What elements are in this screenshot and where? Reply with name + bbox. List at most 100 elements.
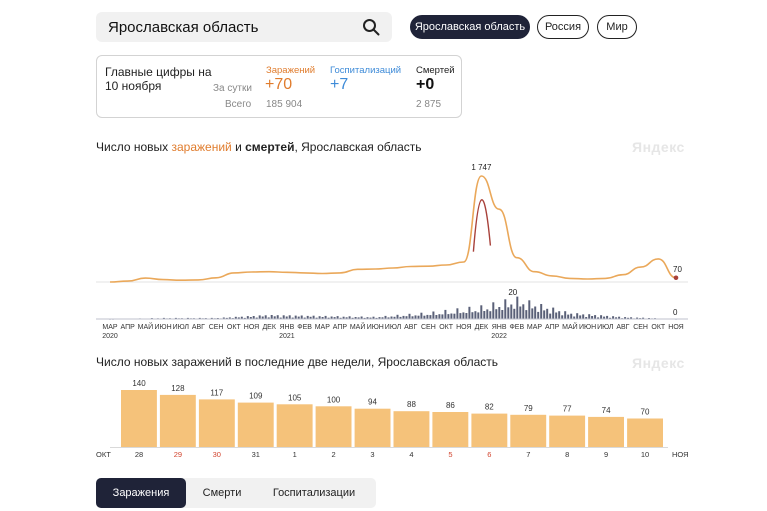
- day-bar: [159, 394, 196, 447]
- search-icon[interactable]: [362, 18, 380, 36]
- x-tick-label: НОЯ: [668, 324, 683, 331]
- deaths-bar: [261, 316, 264, 319]
- deaths-bar: [267, 317, 270, 319]
- deaths-bar: [303, 317, 306, 319]
- deaths-bar: [567, 314, 570, 319]
- deaths-bar: [507, 307, 510, 319]
- region-search-input[interactable]: [108, 18, 356, 36]
- day-bar: [121, 390, 157, 447]
- x-tick-label: ИЮН: [367, 324, 384, 331]
- deaths-bar: [468, 306, 471, 319]
- deaths-bar: [525, 310, 528, 319]
- x-year-label: 2022: [491, 333, 507, 340]
- deaths-bar: [531, 308, 534, 319]
- deaths-bar: [483, 311, 486, 319]
- deaths-bar: [510, 304, 513, 319]
- deaths-bar: [372, 316, 375, 319]
- deaths-bar: [549, 313, 552, 319]
- deaths-bar: [627, 317, 630, 319]
- deaths-bar: [417, 315, 420, 319]
- deaths-bar: [402, 315, 405, 319]
- day-tick-label: 7: [526, 450, 530, 459]
- deaths-bar: [390, 316, 393, 319]
- region-search[interactable]: [96, 12, 392, 42]
- per-day-label: За сутки: [213, 83, 252, 94]
- deaths-bar: [330, 316, 333, 319]
- day-value-label: 128: [171, 384, 185, 393]
- deaths-bar: [576, 313, 579, 319]
- tab-infections[interactable]: Заражения: [96, 478, 186, 508]
- tab-deaths[interactable]: Смерти: [202, 487, 242, 499]
- day-value-label: 70: [641, 408, 650, 417]
- scope-button-russia[interactable]: Россия: [537, 15, 589, 39]
- deaths-bar: [321, 317, 324, 319]
- deaths-bar: [624, 317, 627, 319]
- chart2-watermark: Яндекс: [632, 355, 685, 371]
- deaths-bar: [435, 315, 438, 319]
- x-tick-label: ИЮЛ: [597, 324, 614, 331]
- deaths-bar: [270, 315, 273, 319]
- deaths-bar: [396, 314, 399, 319]
- infections-end-point: [673, 275, 679, 281]
- deaths-bar: [222, 317, 225, 319]
- x-tick-label: ФЕВ: [509, 324, 524, 331]
- month-end-label: НОЯ: [672, 450, 689, 459]
- deaths-bar: [306, 315, 309, 319]
- x-tick-label: ИЮН: [579, 324, 596, 331]
- deaths-bar: [393, 316, 396, 319]
- deaths-bar: [273, 316, 276, 319]
- x-tick-label: ИЮН: [155, 324, 172, 331]
- deaths-bar: [285, 316, 288, 319]
- day-value-label: 77: [563, 405, 572, 414]
- deaths-bar: [384, 315, 387, 319]
- deaths-label: Смертей: [416, 65, 455, 76]
- deaths-bar: [294, 315, 297, 319]
- deaths-bar: [459, 313, 462, 319]
- deaths-bar: [522, 304, 525, 319]
- deaths-bar: [582, 314, 585, 319]
- tab-hospitalizations[interactable]: Госпитализации: [272, 487, 356, 499]
- deaths-bar: [474, 311, 477, 319]
- day-value-label: 74: [602, 406, 611, 415]
- x-tick-label: АПР: [121, 324, 136, 331]
- day-bar: [627, 418, 663, 447]
- deaths-bar: [564, 311, 567, 319]
- deaths-bar: [513, 308, 516, 319]
- deaths-bar: [339, 317, 342, 319]
- x-tick-label: ОКТ: [227, 324, 242, 331]
- day-value-label: 86: [446, 401, 455, 410]
- x-year-label: 2021: [279, 333, 295, 340]
- deaths-bar: [588, 314, 591, 319]
- deaths-bar: [426, 314, 429, 319]
- deaths-bar: [552, 307, 555, 319]
- x-tick-label: МАР: [527, 324, 543, 331]
- deaths-bar: [405, 316, 408, 319]
- deaths-bar: [543, 310, 546, 319]
- x-tick-label: НОЯ: [456, 324, 471, 331]
- deaths-bar: [366, 317, 369, 319]
- deaths-bar: [501, 310, 504, 319]
- day-tick-label: 3: [370, 450, 374, 459]
- day-bar: [198, 399, 235, 447]
- x-tick-label: ОКТ: [439, 324, 454, 331]
- deaths-bars: [109, 296, 677, 320]
- day-bar: [432, 412, 469, 447]
- deaths-bar: [282, 315, 285, 319]
- infections-per-day: +70: [265, 76, 293, 93]
- deaths-bar: [609, 317, 612, 319]
- deaths-bar: [258, 315, 261, 319]
- infections-series-line: [109, 175, 677, 283]
- scope-button-region[interactable]: Ярославская область: [410, 15, 530, 39]
- deaths-bar: [540, 304, 543, 319]
- deaths-bar: [333, 317, 336, 319]
- deaths-bar: [630, 317, 633, 319]
- deaths-bar: [477, 312, 480, 319]
- deaths-bar: [228, 317, 231, 319]
- day-bar: [549, 415, 586, 447]
- deaths-bar: [345, 317, 348, 319]
- scope-button-world[interactable]: Мир: [597, 15, 637, 39]
- deaths-bar: [381, 317, 384, 319]
- deaths-bar: [348, 316, 351, 319]
- x-tick-label: ЯНВ: [492, 324, 507, 331]
